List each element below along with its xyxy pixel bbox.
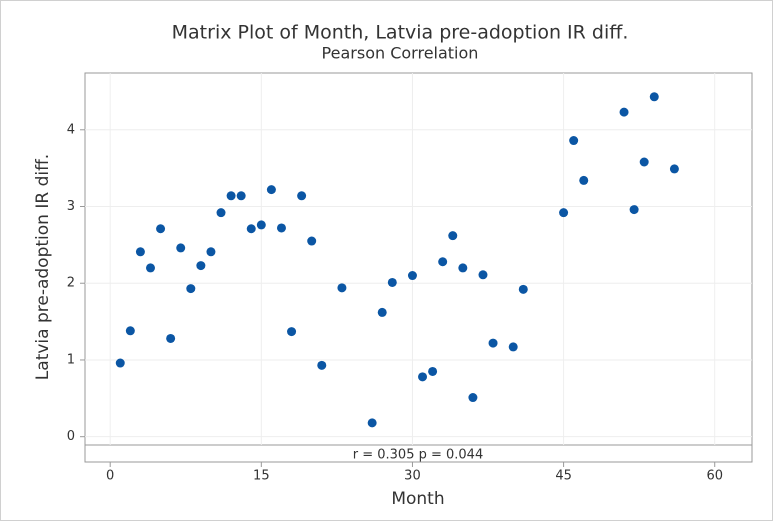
point [559, 208, 569, 218]
point [418, 372, 428, 382]
point [125, 326, 135, 336]
y-axis-label: Latvia pre-adoption IR diff. [33, 154, 53, 380]
point [438, 257, 448, 267]
point [387, 277, 397, 287]
point [569, 136, 579, 146]
point [629, 205, 639, 215]
point [619, 107, 629, 117]
point [186, 284, 196, 294]
point [156, 224, 166, 234]
point [287, 327, 297, 337]
chart-title: Matrix Plot of Month, Latvia pre-adoptio… [172, 22, 629, 44]
point [518, 284, 528, 294]
point [649, 92, 659, 102]
annotation-box [84, 444, 753, 463]
point [256, 220, 266, 230]
point [135, 247, 145, 257]
x-tick-label: 45 [555, 469, 572, 484]
point [216, 208, 226, 218]
point [377, 307, 387, 317]
point [115, 358, 125, 368]
point [337, 283, 347, 293]
point [307, 236, 317, 246]
point [226, 191, 236, 201]
point [266, 185, 276, 195]
point [317, 360, 327, 370]
x-tick-label: 60 [706, 469, 723, 484]
x-tick-label: 15 [253, 469, 270, 484]
point [246, 224, 256, 234]
point [145, 263, 155, 273]
point [448, 231, 458, 241]
point [428, 366, 438, 376]
y-tick-label: 4 [67, 122, 75, 137]
chart-subtitle: Pearson Correlation [322, 44, 479, 63]
point [508, 342, 518, 352]
point [669, 164, 679, 174]
point [478, 270, 488, 280]
x-axis-label: Month [391, 489, 444, 509]
point [468, 393, 478, 403]
point [166, 333, 176, 343]
point [579, 175, 589, 185]
point [407, 271, 417, 281]
point [276, 223, 286, 233]
y-tick-label: 2 [67, 276, 75, 291]
point [367, 418, 377, 428]
point [206, 247, 216, 257]
y-tick-label: 0 [67, 429, 75, 444]
point [639, 157, 649, 167]
point [488, 338, 498, 348]
y-tick-label: 1 [67, 352, 75, 367]
x-tick-label: 30 [404, 469, 421, 484]
point [196, 261, 206, 271]
y-tick-label: 3 [67, 199, 75, 214]
x-tick-label: 0 [106, 469, 114, 484]
point [297, 191, 307, 201]
point [176, 243, 186, 253]
annotation: r = 0.305 p = 0.044 [353, 448, 483, 463]
point [236, 191, 246, 201]
point [458, 263, 468, 273]
